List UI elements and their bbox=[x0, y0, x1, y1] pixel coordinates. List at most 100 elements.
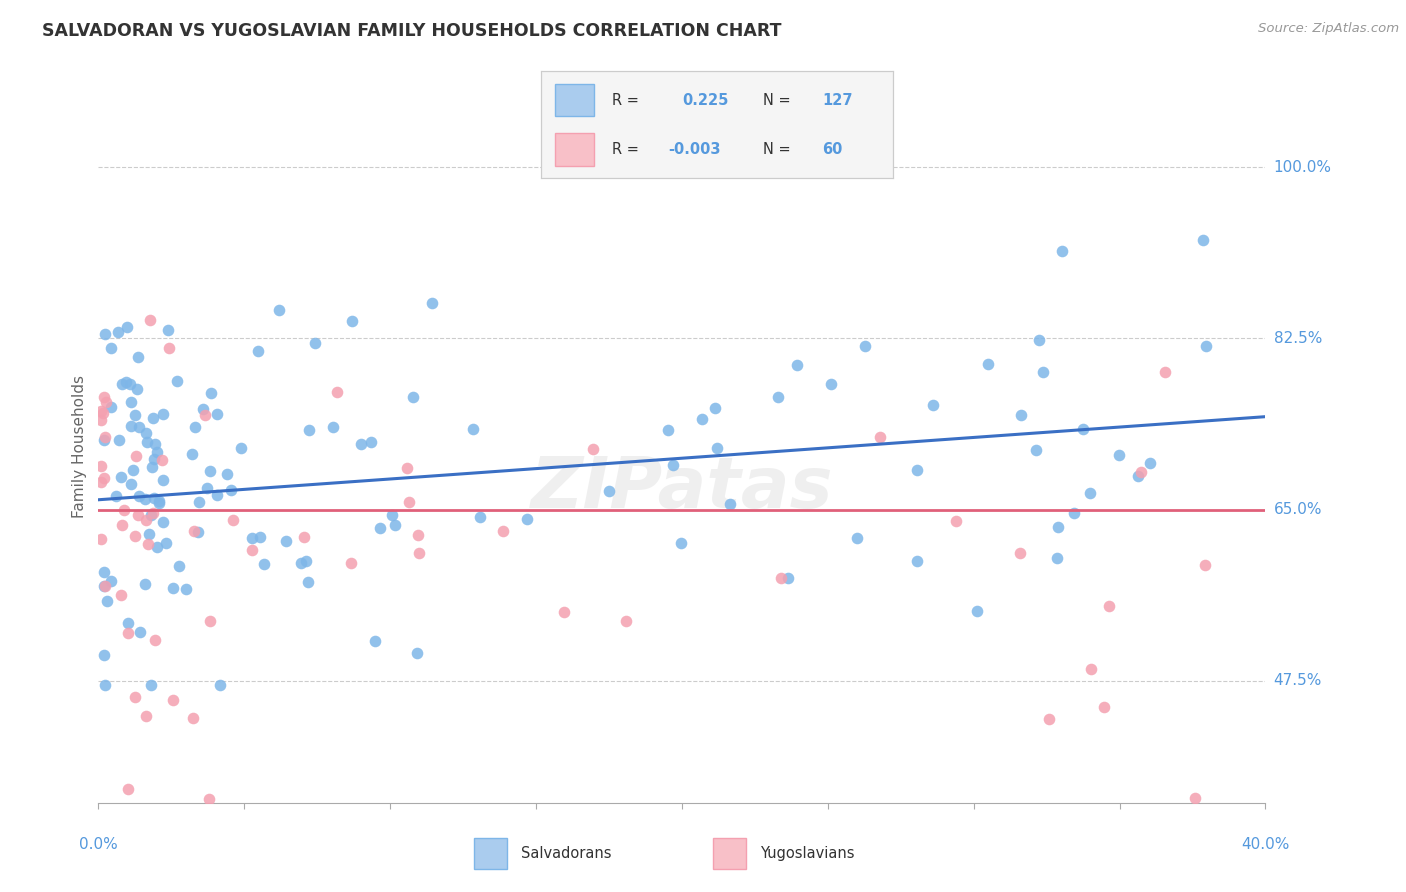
Point bbox=[1192, 233, 1215, 247]
Point bbox=[905, 463, 928, 477]
Point bbox=[112, 503, 135, 517]
Point bbox=[297, 575, 319, 590]
Point bbox=[152, 515, 174, 529]
Point bbox=[492, 524, 515, 538]
Point bbox=[1050, 244, 1073, 259]
Point bbox=[100, 574, 122, 588]
Text: 82.5%: 82.5% bbox=[1274, 331, 1322, 346]
Point bbox=[1010, 408, 1032, 422]
Point bbox=[350, 437, 373, 451]
Point bbox=[187, 495, 209, 509]
Point bbox=[124, 529, 146, 543]
Point bbox=[104, 815, 127, 830]
Point bbox=[194, 408, 217, 422]
Point bbox=[145, 445, 167, 459]
Point bbox=[215, 467, 238, 482]
Point bbox=[93, 565, 115, 579]
Point bbox=[1184, 790, 1206, 805]
Point bbox=[1032, 365, 1054, 379]
Point bbox=[598, 484, 620, 499]
Point bbox=[267, 303, 290, 318]
Point bbox=[208, 678, 231, 692]
Point bbox=[845, 531, 868, 545]
Point bbox=[135, 425, 157, 440]
Point bbox=[408, 528, 430, 542]
Point bbox=[922, 398, 945, 412]
Point bbox=[616, 615, 638, 629]
Point bbox=[690, 412, 713, 426]
Point bbox=[252, 558, 274, 572]
Point bbox=[96, 594, 118, 608]
Point bbox=[706, 441, 728, 455]
Point bbox=[1195, 339, 1218, 353]
Point bbox=[100, 400, 122, 414]
Text: Source: ZipAtlas.com: Source: ZipAtlas.com bbox=[1258, 22, 1399, 36]
Point bbox=[718, 497, 741, 511]
Point bbox=[191, 401, 214, 416]
Point bbox=[342, 314, 364, 328]
Point bbox=[820, 377, 842, 392]
Point bbox=[166, 374, 188, 388]
Point bbox=[90, 475, 112, 489]
Point bbox=[326, 384, 349, 399]
Text: R =: R = bbox=[612, 142, 638, 157]
Point bbox=[156, 323, 179, 337]
Point bbox=[118, 376, 141, 391]
Point bbox=[581, 442, 603, 456]
Point bbox=[111, 517, 134, 532]
Point bbox=[1194, 558, 1216, 573]
Point bbox=[381, 508, 404, 523]
Point bbox=[94, 326, 117, 341]
Point bbox=[124, 408, 146, 422]
Point bbox=[1008, 545, 1031, 559]
Point bbox=[1046, 519, 1069, 533]
Point bbox=[945, 514, 967, 528]
Text: 0.225: 0.225 bbox=[682, 93, 728, 108]
Point bbox=[669, 536, 692, 550]
Point bbox=[905, 554, 928, 568]
Point bbox=[93, 648, 115, 662]
Point bbox=[249, 530, 271, 544]
Point bbox=[292, 530, 315, 544]
Point bbox=[368, 521, 391, 535]
Point bbox=[108, 433, 131, 447]
Point bbox=[90, 532, 112, 546]
Point bbox=[1080, 662, 1102, 676]
Point bbox=[468, 510, 491, 524]
Point bbox=[181, 711, 204, 725]
Point bbox=[93, 578, 115, 592]
Point bbox=[1071, 422, 1094, 436]
Point bbox=[120, 395, 142, 409]
Point bbox=[110, 470, 132, 484]
Point bbox=[1130, 465, 1153, 479]
Point bbox=[422, 296, 444, 310]
Point bbox=[1108, 449, 1130, 463]
Point bbox=[138, 527, 160, 541]
Point bbox=[128, 489, 150, 503]
Point bbox=[205, 488, 228, 502]
Point bbox=[93, 433, 115, 447]
Point bbox=[127, 350, 149, 364]
Point bbox=[167, 559, 190, 574]
Point bbox=[364, 634, 387, 648]
Point bbox=[1063, 506, 1085, 520]
Point bbox=[205, 407, 228, 421]
Point bbox=[1038, 712, 1060, 726]
Point bbox=[143, 452, 166, 467]
Point bbox=[128, 420, 150, 434]
Point bbox=[384, 518, 406, 533]
Point bbox=[142, 506, 165, 520]
Point bbox=[104, 489, 127, 503]
Point bbox=[114, 375, 136, 389]
Point bbox=[766, 390, 789, 404]
Point bbox=[200, 386, 222, 401]
Point bbox=[1139, 457, 1161, 471]
Text: 60: 60 bbox=[823, 142, 842, 157]
Point bbox=[769, 571, 792, 585]
Point bbox=[340, 556, 363, 570]
Point bbox=[134, 577, 156, 591]
Point bbox=[141, 459, 163, 474]
Point bbox=[157, 341, 180, 355]
Point bbox=[322, 420, 344, 434]
Point bbox=[778, 571, 800, 585]
